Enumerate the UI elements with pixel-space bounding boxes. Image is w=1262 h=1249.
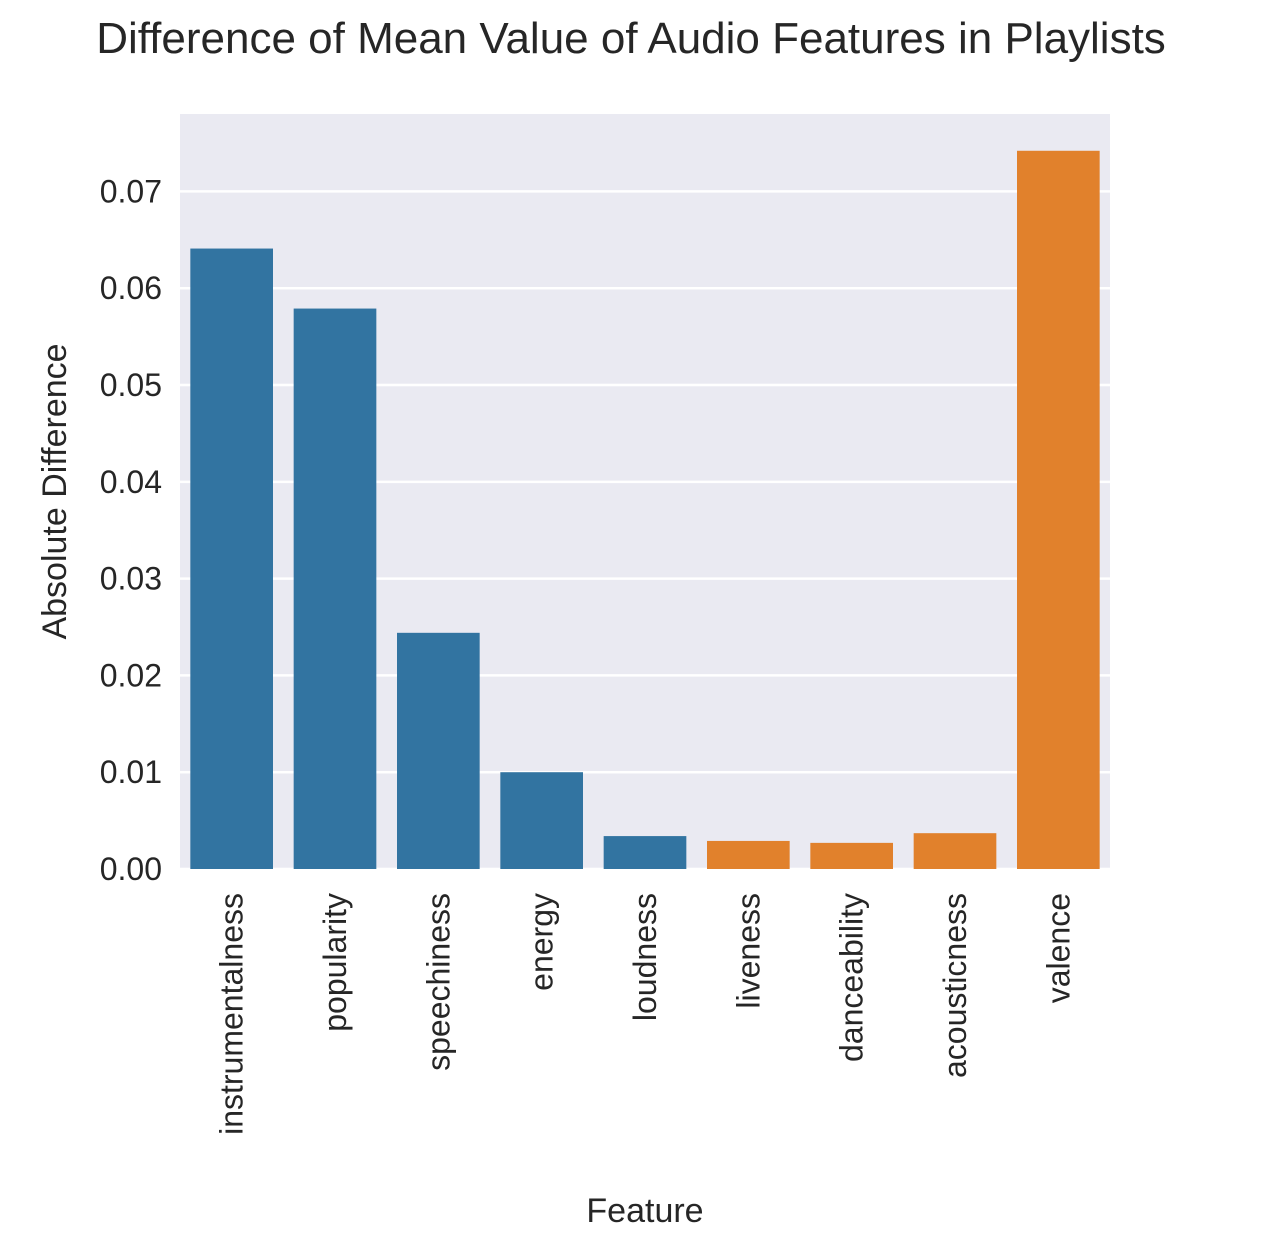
x-tick-label: speechiness	[420, 893, 456, 1071]
y-tick-label: 0.02	[100, 657, 162, 693]
y-tick-label: 0.05	[100, 367, 162, 403]
y-tick-label: 0.00	[100, 851, 162, 887]
y-axis-label: Absolute Difference	[36, 343, 74, 639]
y-tick-label: 0.03	[100, 561, 162, 597]
bar-danceability	[810, 842, 893, 869]
x-axis-label: Feature	[586, 1192, 703, 1230]
x-tick-label: instrumentalness	[214, 893, 250, 1135]
x-tick-label: popularity	[317, 893, 353, 1032]
x-tick-label: liveness	[730, 893, 766, 1009]
bar-loudness	[603, 836, 687, 869]
bar-instrumentalness	[190, 248, 273, 870]
y-tick-label: 0.06	[100, 270, 162, 306]
x-tick-label: valence	[1040, 893, 1076, 1003]
bar-liveness	[707, 840, 790, 869]
y-tick-label: 0.07	[100, 173, 162, 209]
bar-energy	[500, 772, 583, 869]
bar-acousticness	[913, 833, 997, 869]
x-tick-label: energy	[524, 893, 560, 991]
bar-popularity	[293, 308, 377, 869]
y-tick-label: 0.01	[100, 754, 162, 790]
bars	[190, 150, 1100, 870]
y-tick-labels: 0.00 0.01 0.02 0.03 0.04 0.05 0.06 0.07	[100, 173, 162, 887]
x-tick-labels: instrumentalness popularity speechiness ene…	[214, 893, 1077, 1135]
x-tick-label: acousticness	[937, 893, 973, 1078]
chart-title: Difference of Mean Value of Audio Featur…	[96, 14, 1166, 63]
y-tick-label: 0.04	[100, 464, 162, 500]
x-tick-label: loudness	[627, 893, 663, 1021]
x-tick-label: danceability	[834, 893, 870, 1062]
bar-valence	[1017, 150, 1100, 870]
bar-speechiness	[397, 632, 480, 869]
